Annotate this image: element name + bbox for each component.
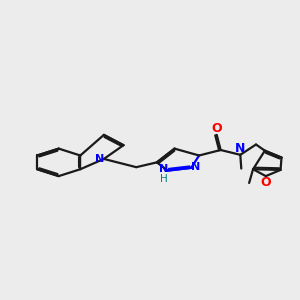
Text: N: N <box>159 164 168 174</box>
Text: O: O <box>212 122 222 135</box>
Text: H: H <box>160 174 167 184</box>
Text: N: N <box>191 162 200 172</box>
Text: N: N <box>235 142 245 155</box>
Text: O: O <box>260 176 271 189</box>
Text: N: N <box>95 154 104 164</box>
